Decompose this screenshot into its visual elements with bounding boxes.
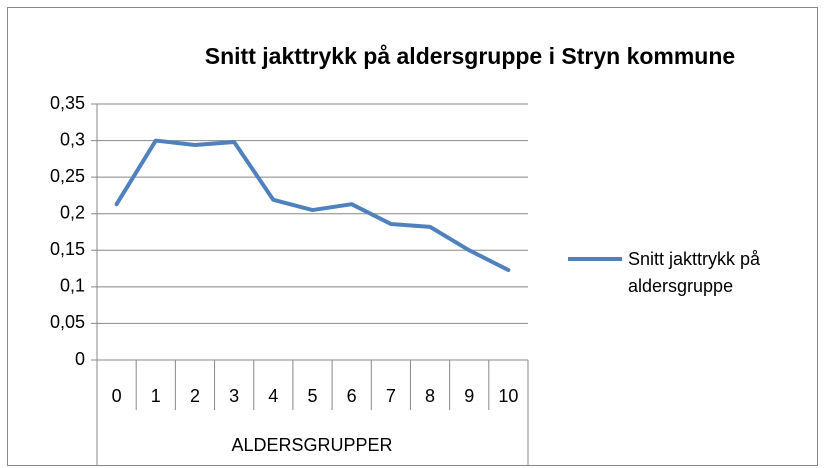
y-tick-label: 0,35 [50,93,85,113]
legend-label: Snitt jakttrykk på aldersgruppe [628,249,761,296]
y-tick-label: 0 [75,349,85,369]
y-tick-label: 0,1 [60,276,85,296]
x-tick-label: 10 [498,386,518,406]
y-tick-label: 0,05 [50,312,85,332]
chart-border [7,7,818,466]
x-tick-label: 1 [151,386,161,406]
x-tick-label: 2 [190,386,200,406]
y-tick-label: 0,2 [60,202,85,222]
y-tick-label: 0,25 [50,166,85,186]
x-axis-title: ALDERSGRUPPER [231,435,392,455]
x-tick-label: 7 [386,386,396,406]
x-tick-label: 0 [112,386,122,406]
x-tick-label: 9 [464,386,474,406]
chart-title: Snitt jakttrykk på aldersgruppe i Stryn … [205,43,735,69]
x-tick-label: 4 [268,386,278,406]
y-tick-label: 0,3 [60,129,85,149]
x-tick-label: 6 [347,386,357,406]
x-tick-label: 8 [425,386,435,406]
data-line [114,138,511,273]
y-tick-label: 0,15 [50,239,85,259]
x-tick-label: 5 [307,386,317,406]
x-tick-label: 3 [229,386,239,406]
